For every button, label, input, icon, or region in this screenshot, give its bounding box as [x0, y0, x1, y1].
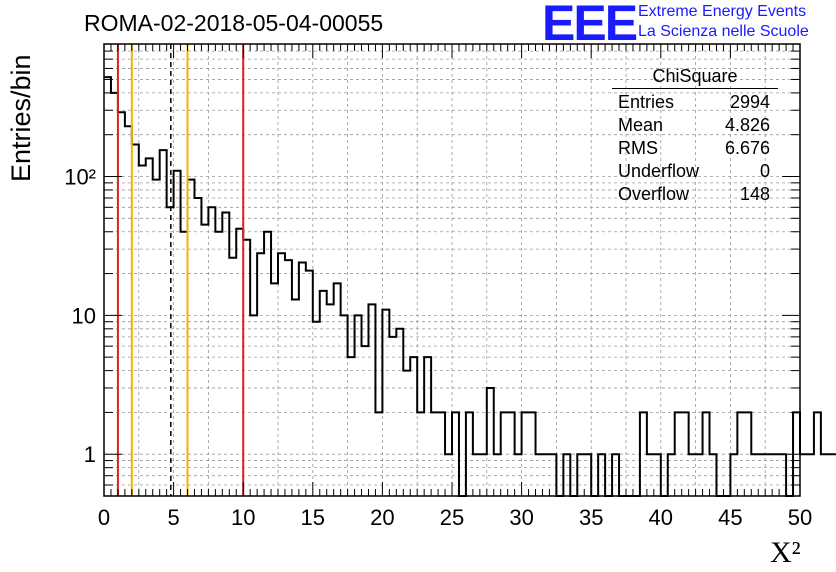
x-tick-label: 0 — [98, 505, 110, 530]
y-tick-label: 10² — [64, 164, 96, 189]
histogram — [104, 76, 836, 497]
stats-value: 148 — [739, 184, 770, 204]
brand-line-1: Extreme Energy Events — [638, 3, 807, 20]
histogram-line — [104, 76, 836, 497]
stats-label: Mean — [618, 115, 664, 135]
y-tick-label: 10 — [72, 303, 96, 328]
stats-label: Underflow — [618, 161, 700, 181]
stats-title: ChiSquare — [612, 66, 778, 89]
stats-box: ChiSquare Entries 2994 Mean 4.826 RMS 6.676… — [612, 66, 778, 206]
y-axis-label: Entries/bin — [6, 54, 36, 182]
y-tick-label: 1 — [84, 442, 96, 467]
stats-label: Entries — [618, 92, 675, 112]
stats-row: Mean 4.826 — [612, 114, 778, 137]
x-tick-label: 30 — [509, 505, 533, 530]
stats-row: Overflow 148 — [612, 183, 778, 206]
x-tick-label: 15 — [301, 505, 325, 530]
stats-label: RMS — [618, 138, 658, 158]
x-tick-label: 10 — [231, 505, 255, 530]
eee-logo: EEE — [542, 0, 638, 51]
x-tick-label: 45 — [718, 505, 742, 530]
stats-label: Overflow — [618, 184, 690, 204]
stats-row: RMS 6.676 — [612, 137, 778, 160]
x-tick-label: 40 — [649, 505, 673, 530]
x-tick-label: 50 — [788, 505, 812, 530]
x-axis-label: X² — [770, 536, 801, 569]
axes: 0 5 10 15 20 25 30 35 40 45 50 1 10 10² — [64, 43, 812, 530]
chart-title: ROMA-02-2018-05-04-00055 — [84, 10, 384, 36]
reference-lines — [116, 44, 245, 496]
stats-value: 4.826 — [724, 115, 770, 135]
stats-value: 2994 — [729, 92, 770, 112]
x-tick-label: 25 — [440, 505, 464, 530]
stats-value: 6.676 — [724, 138, 770, 158]
stats-row: Entries 2994 — [612, 91, 778, 114]
stats-value: 0 — [759, 161, 770, 181]
stats-row: Underflow 0 — [612, 160, 778, 183]
brand-line-2: La Scienza nelle Scuole — [638, 23, 809, 40]
x-tick-label: 5 — [167, 505, 179, 530]
x-tick-label: 35 — [579, 505, 603, 530]
x-tick-label: 20 — [370, 505, 394, 530]
grid — [104, 44, 800, 496]
